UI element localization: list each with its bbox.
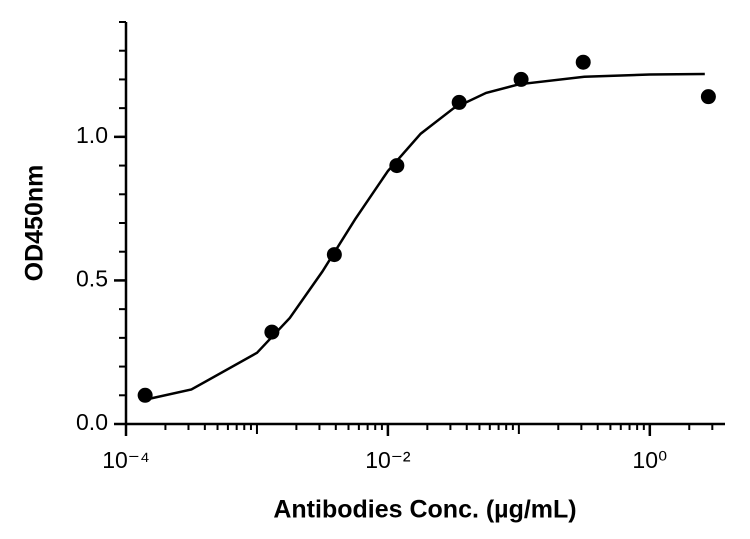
y-tick-label: 0.0 — [76, 409, 108, 435]
x-tick-label: 10⁻⁴ — [102, 447, 150, 473]
x-axis-title: Antibodies Conc. (µg/mL) — [273, 496, 576, 524]
data-point — [264, 324, 280, 340]
data-point — [137, 387, 153, 403]
y-tick-label: 1.0 — [76, 122, 108, 148]
data-point — [575, 54, 591, 70]
data-point — [700, 89, 716, 105]
data-point — [389, 158, 405, 174]
x-tick-label: 10⁰ — [632, 447, 667, 473]
y-axis-title: OD450nm — [21, 165, 49, 282]
fit-curve — [145, 72, 705, 401]
y-tick-label: 0.5 — [76, 266, 108, 292]
x-tick-label: 10⁻² — [365, 447, 411, 473]
